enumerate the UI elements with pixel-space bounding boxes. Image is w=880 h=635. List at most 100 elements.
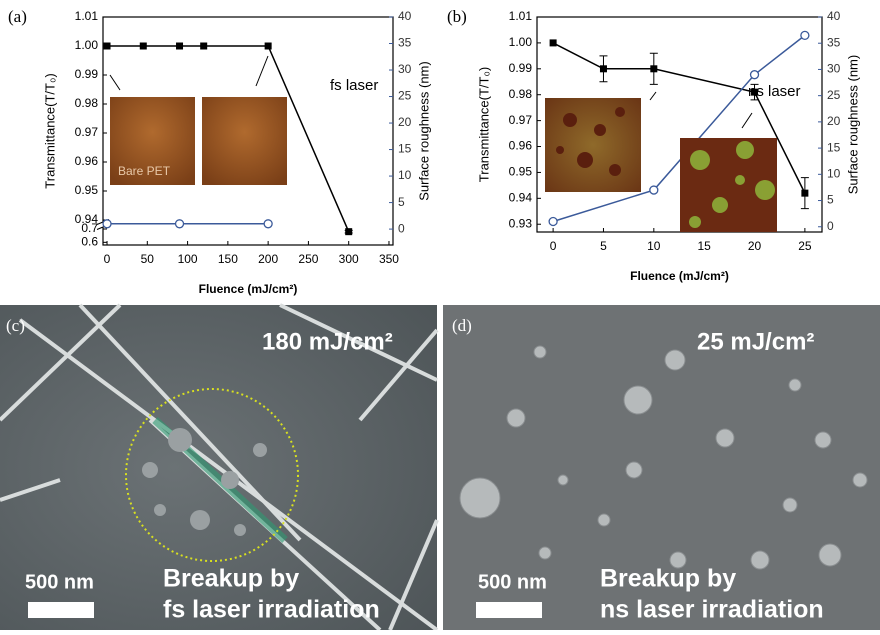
- afm-inset: [545, 98, 641, 192]
- x-tick-label: 250: [298, 252, 318, 266]
- marker: [801, 190, 808, 197]
- scale-bar: [28, 602, 94, 618]
- marker: [140, 43, 147, 50]
- y2-tick-label: 15: [827, 140, 841, 154]
- sem-panel-c: (c) 180 mJ/cm² 500 nm Breakup by fs lase…: [0, 305, 437, 630]
- marker: [549, 218, 557, 226]
- x-tick-label: 100: [178, 252, 198, 266]
- x-tick-label: 300: [339, 252, 359, 266]
- marker: [103, 220, 111, 228]
- x-axis-label: Fluence (mJ/cm²): [630, 269, 729, 283]
- y-tick-label: 1.00: [75, 38, 99, 52]
- y2-tick-label: 30: [827, 62, 841, 76]
- y-tick-label: 0.6: [81, 235, 98, 249]
- marker: [176, 43, 183, 50]
- marker: [751, 71, 759, 79]
- fluence-label: 25 mJ/cm²: [697, 328, 814, 355]
- y-tick-label: 0.94: [75, 212, 99, 226]
- marker: [176, 220, 184, 228]
- marker: [104, 43, 111, 50]
- insets: Bare PET: [110, 56, 777, 232]
- y2-tick-label: 30: [398, 62, 412, 76]
- y2-tick-label: 20: [398, 115, 412, 129]
- y-tick-label: 0.94: [509, 190, 533, 204]
- y2-axis-label: Surface roughness (nm): [416, 61, 431, 200]
- y-tick-label: 1.01: [75, 9, 99, 23]
- panel-label: (a): [8, 7, 27, 26]
- x-tick-label: 200: [258, 252, 278, 266]
- y2-tick-label: 20: [827, 114, 841, 128]
- x-tick-label: 10: [647, 239, 661, 253]
- marker: [345, 228, 352, 235]
- arrow: [742, 113, 752, 128]
- fluence-label: 180 mJ/cm²: [262, 328, 393, 355]
- y-tick-label: 1.01: [509, 9, 533, 23]
- x-tick-label: 50: [141, 252, 155, 266]
- marker: [751, 89, 758, 96]
- y2-tick-label: 40: [827, 9, 841, 23]
- panel-label: (b): [447, 7, 467, 26]
- y-tick-label: 0.95: [75, 183, 99, 197]
- marker: [264, 220, 272, 228]
- panel-label: (d): [452, 316, 472, 335]
- y-tick-label: 0.97: [75, 125, 99, 139]
- y2-tick-label: 15: [398, 142, 412, 156]
- y-tick-label: 0.97: [509, 113, 533, 127]
- marker: [200, 43, 207, 50]
- y-tick-label: 0.98: [75, 96, 99, 110]
- marker: [265, 43, 272, 50]
- y2-tick-label: 0: [398, 221, 405, 235]
- y-tick-label: 0.98: [509, 87, 533, 101]
- scale-bar: [476, 602, 542, 618]
- scale-label: 500 nm: [25, 571, 94, 593]
- x-tick-label: 5: [600, 239, 607, 253]
- marker: [600, 65, 607, 72]
- caption: fs laser irradiation: [163, 596, 380, 624]
- y-tick-label: 1.00: [509, 35, 533, 49]
- scale-label: 500 nm: [478, 571, 547, 593]
- sem-panel-d: (d) 25 mJ/cm² 500 nm Breakup by ns laser…: [443, 305, 880, 630]
- x-tick-label: 20: [748, 239, 762, 253]
- x-tick-label: 0: [104, 252, 111, 266]
- inset-label: Bare PET: [118, 164, 171, 178]
- caption: ns laser irradiation: [600, 596, 824, 624]
- y2-tick-label: 10: [398, 168, 412, 182]
- y2-tick-label: 5: [398, 195, 405, 209]
- caption: Breakup by: [163, 565, 299, 593]
- figure: 0501001502002503003500.60.70.940.950.960…: [0, 0, 880, 630]
- y-tick-label: 0.99: [509, 61, 533, 75]
- x-tick-label: 25: [798, 239, 812, 253]
- y2-tick-label: 0: [827, 219, 834, 233]
- y2-tick-label: 40: [398, 9, 412, 23]
- afm-inset: [202, 97, 287, 185]
- annotation: fs laser: [330, 77, 378, 94]
- x-tick-label: 0: [550, 239, 557, 253]
- y2-tick-label: 35: [827, 35, 841, 49]
- y2-axis-label: Surface roughness (nm): [845, 55, 860, 194]
- y-tick-label: 0.96: [509, 139, 533, 153]
- page: {"chart_data": [ {"type": "line", "panel…: [0, 0, 880, 630]
- arrow: [110, 75, 120, 90]
- panel-label: (c): [6, 316, 25, 335]
- y-tick-label: 0.99: [75, 67, 99, 81]
- y2-tick-label: 35: [398, 36, 412, 50]
- x-tick-label: 150: [218, 252, 238, 266]
- arrow: [256, 56, 268, 86]
- marker: [650, 186, 658, 194]
- y-tick-label: 0.93: [509, 216, 533, 230]
- y-tick-label: 0.96: [75, 154, 99, 168]
- y-tick-label: 0.95: [509, 165, 533, 179]
- y2-tick-label: 25: [398, 89, 412, 103]
- x-tick-label: 350: [379, 252, 399, 266]
- y2-tick-label: 10: [827, 166, 841, 180]
- marker: [801, 31, 809, 39]
- y-axis-label: Transmittance(T/T₀): [42, 73, 57, 188]
- marker: [550, 39, 557, 46]
- y2-tick-label: 5: [827, 193, 834, 207]
- caption: Breakup by: [600, 565, 736, 593]
- y2-tick-label: 25: [827, 88, 841, 102]
- x-tick-label: 15: [697, 239, 711, 253]
- marker: [650, 65, 657, 72]
- arrow: [650, 92, 656, 100]
- x-axis-label: Fluence (mJ/cm²): [199, 282, 298, 296]
